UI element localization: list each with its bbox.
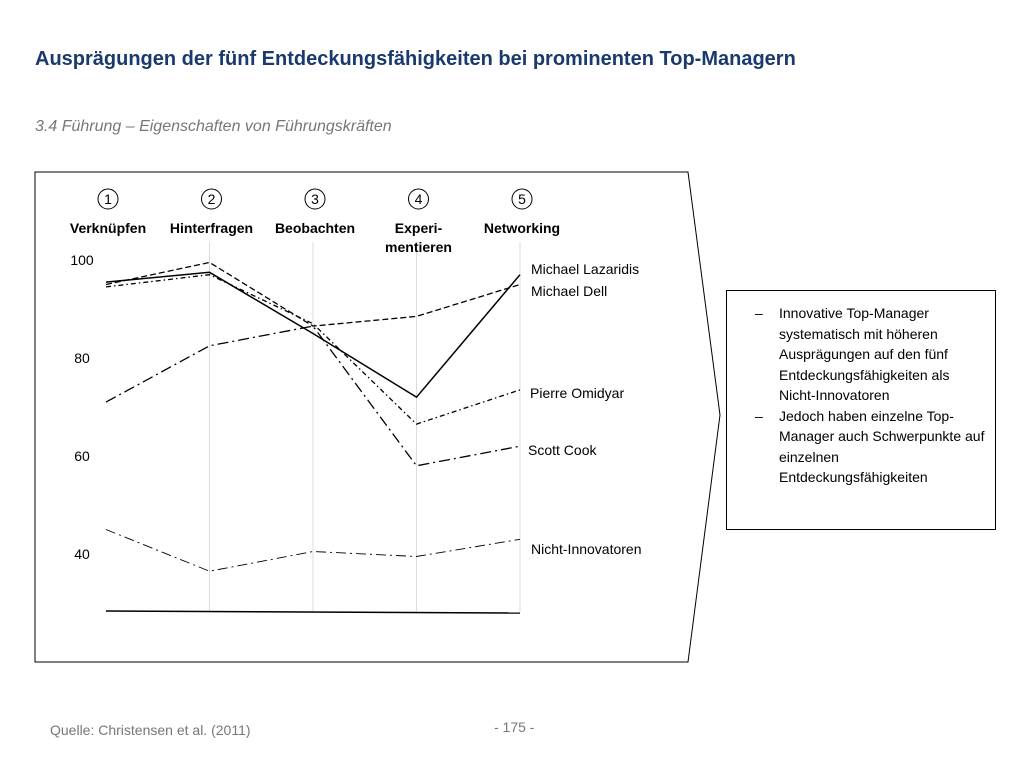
note-dash: – bbox=[755, 305, 763, 321]
category-number: 2 bbox=[208, 191, 216, 207]
category-number-circle bbox=[304, 188, 326, 210]
summary-note-item: – Innovative Top-Manager systematisch mi… bbox=[755, 303, 995, 406]
category-label: Hinterfragen bbox=[170, 220, 253, 236]
category-number: 3 bbox=[311, 191, 319, 207]
series-line bbox=[105, 529, 521, 572]
category-number: 5 bbox=[518, 191, 526, 207]
chart-grid bbox=[105, 242, 521, 614]
y-tick-label: 100 bbox=[70, 252, 94, 268]
y-tick-label: 80 bbox=[74, 350, 90, 366]
summary-note-item: – Jedoch haben einzelne Top-Manager auch… bbox=[755, 406, 995, 488]
summary-note-list: – Innovative Top-Manager systematisch mi… bbox=[727, 291, 995, 488]
note-dash: – bbox=[755, 407, 763, 424]
chart-labels: 1 Verknüpfen 2 Hinterfragen 3 Beobachten 4 Expe… bbox=[70, 188, 642, 562]
series-line bbox=[105, 325, 521, 467]
summary-note-box: – Innovative Top-Manager systematisch mi… bbox=[726, 290, 996, 530]
category-number: 4 bbox=[415, 191, 423, 207]
series-line bbox=[105, 261, 521, 327]
series-name-label: Scott Cook bbox=[528, 442, 597, 458]
slide-title: Ausprägungen der fünf Entdeckungsfähigke… bbox=[35, 48, 796, 70]
source-footer: Quelle: Christensen et al. (2011) bbox=[50, 722, 251, 738]
category-number-circle bbox=[408, 188, 429, 210]
page-number: - 175 - bbox=[494, 719, 535, 735]
series-name-label: Nicht-Innovatoren bbox=[531, 541, 642, 557]
category-label: Verknüpfen bbox=[70, 220, 146, 236]
category-number-circle bbox=[97, 188, 119, 210]
category-label: Beobachten bbox=[275, 220, 355, 236]
category-number: 1 bbox=[104, 191, 112, 207]
slide-subtitle: 3.4 Führung – Eigenschaften von Führungs… bbox=[35, 118, 392, 135]
note-text: Jedoch haben einzelne Top-Manager auch S… bbox=[779, 407, 985, 486]
series-line bbox=[105, 271, 521, 399]
series-name-label: Pierre Omidyar bbox=[530, 385, 624, 401]
series-name-label: Michael Lazaridis bbox=[531, 261, 639, 277]
category-label: mentieren bbox=[385, 239, 452, 255]
category-label: Networking bbox=[484, 220, 560, 236]
y-tick-label: 40 bbox=[74, 546, 90, 562]
y-tick-label: 60 bbox=[74, 448, 90, 464]
series-name-label: Michael Dell bbox=[531, 283, 607, 299]
note-text: Innovative Top-Manager systematisch mit … bbox=[779, 305, 950, 403]
category-number-circle bbox=[511, 188, 533, 210]
chart-frame bbox=[34, 171, 721, 663]
chart-series bbox=[105, 261, 521, 572]
x-axis-baseline bbox=[105, 610, 521, 614]
category-number-circle bbox=[201, 188, 222, 210]
category-label: Experi- bbox=[395, 220, 443, 236]
